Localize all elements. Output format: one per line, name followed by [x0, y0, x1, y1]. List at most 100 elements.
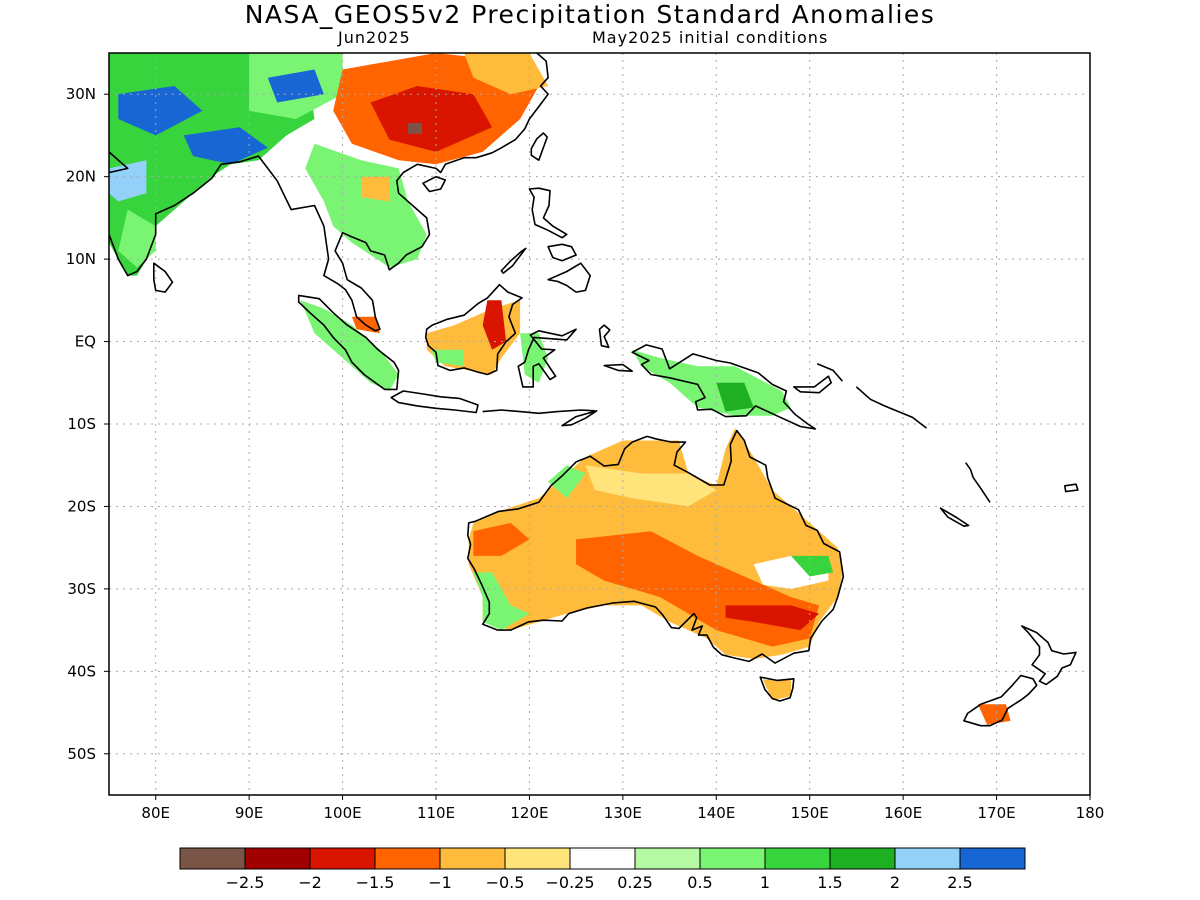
colorbar-swatch [569, 847, 636, 870]
coastline [1064, 483, 1079, 493]
colorbar-swatch [439, 847, 506, 870]
lat-tick-label: 40S [67, 662, 96, 680]
anomaly-region [482, 300, 507, 350]
lon-tick-label: 110E [417, 804, 455, 822]
colorbar-label: 0.25 [617, 873, 653, 892]
coastline [939, 507, 970, 528]
colorbar-swatch [764, 847, 831, 870]
anomaly-region [305, 143, 427, 268]
coastline [422, 175, 447, 193]
map-title: NASA_GEOS5v2 Precipitation Standard Anom… [244, 0, 936, 29]
coastline [598, 324, 611, 349]
coastline [963, 674, 1038, 727]
coastline [603, 363, 634, 373]
anomaly-region [716, 382, 754, 412]
colorbar-swatch [699, 847, 766, 870]
coastline [855, 386, 927, 429]
coastline [631, 344, 817, 430]
lon-tick-label: 120E [510, 804, 548, 822]
coastline [792, 375, 833, 394]
colorbar-label: 2.5 [947, 873, 972, 892]
colorbar-label: −1.5 [356, 873, 395, 892]
lat-tick-label: 50S [67, 745, 96, 763]
anomaly-region [431, 349, 464, 367]
lon-tick-label: 170E [978, 804, 1016, 822]
lon-tick-label: 160E [884, 804, 922, 822]
coastline [816, 363, 844, 382]
anomaly-region [464, 53, 549, 95]
lon-tick-label: 100E [324, 804, 362, 822]
colorbar-label: −2.5 [226, 873, 265, 892]
coastline [109, 151, 269, 277]
anomaly-region [791, 555, 834, 577]
coastline [153, 262, 174, 293]
coastline [530, 132, 549, 161]
colorbar-swatch [894, 847, 961, 870]
colorbar: −2.5 −2 −1.5 −1 −0.5 −0.25 0.25 0.5 1 1.5 2 2.5 [179, 847, 1026, 892]
colorbar-label: −0.5 [486, 873, 525, 892]
lon-tick-label: 80E [141, 804, 170, 822]
anomaly-region [548, 465, 586, 499]
colorbar-swatch [634, 847, 701, 870]
coastline [965, 462, 991, 503]
colorbar-label: 0.5 [687, 873, 712, 892]
colorbar-label: −0.25 [545, 873, 594, 892]
coastline [390, 390, 479, 414]
anomaly-shading [109, 53, 1011, 725]
anomaly-region [725, 605, 820, 631]
colorbar-label: −1 [428, 873, 452, 892]
colorbar-swatch [374, 847, 441, 870]
anomaly-region [370, 86, 493, 152]
lon-tick-label: 180 [1076, 804, 1105, 822]
colorbar-label: −2 [298, 873, 322, 892]
coastline [547, 243, 577, 262]
coastline [424, 283, 523, 376]
colorbar-label: 1 [760, 873, 770, 892]
map-gridlines [104, 53, 1091, 800]
lat-tick-label: 30N [66, 85, 96, 103]
coastline [561, 409, 598, 427]
lat-tick-label: EQ [75, 333, 96, 351]
anomaly-region [118, 209, 156, 268]
lon-tick-label: 90E [235, 804, 264, 822]
lon-tick-label: 140E [697, 804, 735, 822]
colorbar-swatch [244, 847, 311, 870]
anomaly-region [183, 127, 268, 165]
anomaly-region [632, 349, 791, 416]
colorbar-swatch [179, 847, 246, 870]
coastlines [109, 53, 1079, 727]
anomaly-region [118, 86, 203, 136]
lat-tick-label: 20S [67, 497, 96, 515]
colorbar-swatch [504, 847, 571, 870]
coastline [759, 676, 795, 702]
coastline [547, 262, 592, 293]
lat-tick-label: 10S [67, 415, 96, 433]
colorbar-label: 1.5 [817, 873, 842, 892]
coastline [466, 429, 845, 664]
coastline [267, 53, 549, 332]
lat-tick-label: 10N [66, 250, 96, 268]
coastline [297, 294, 400, 391]
coastline [482, 409, 595, 415]
anomaly-region [267, 69, 324, 103]
coastline [1020, 625, 1077, 686]
lat-tick-label: 20N [66, 168, 96, 186]
colorbar-swatch [829, 847, 896, 870]
forecast-month: Jun2025 [338, 28, 411, 47]
coastline [528, 187, 568, 239]
anomaly-region [473, 522, 530, 556]
anomaly-region [520, 333, 549, 383]
anomaly-region [585, 465, 717, 507]
map-frame [108, 52, 1091, 796]
coastline [500, 247, 527, 274]
colorbar-swatch [959, 847, 1026, 870]
anomaly-region [361, 176, 390, 202]
coastline [517, 328, 577, 388]
colorbar-swatch [309, 847, 376, 870]
lat-tick-label: 30S [67, 580, 96, 598]
anomaly-region [408, 123, 422, 134]
anomaly-region [300, 300, 399, 391]
lon-tick-label: 150E [791, 804, 829, 822]
lon-tick-label: 130E [604, 804, 642, 822]
